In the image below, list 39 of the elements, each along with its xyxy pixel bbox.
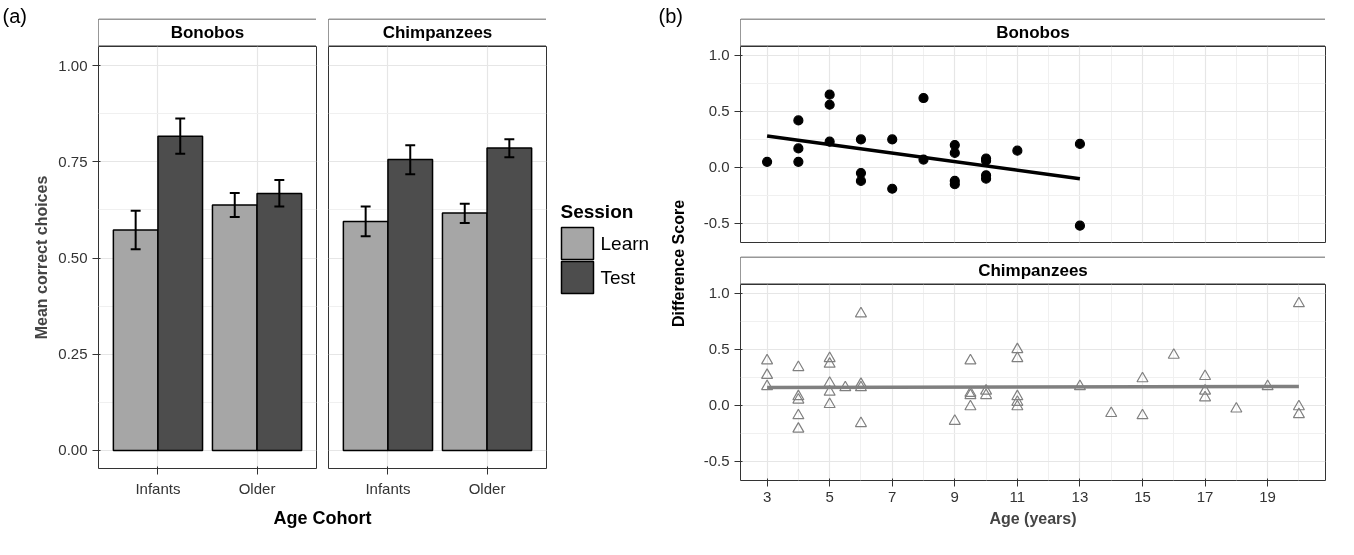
x-tick-label: 7 xyxy=(888,487,897,505)
x-tick-label: 13 xyxy=(1071,487,1089,505)
x-tick-label: 19 xyxy=(1259,487,1276,505)
legend-title: Session xyxy=(560,201,634,222)
chart-title: Chimpanzees xyxy=(382,23,493,42)
text: (b) xyxy=(658,4,683,27)
y-tick-label: 0.5 xyxy=(708,340,730,358)
y-axis-title: Difference Score xyxy=(670,199,687,328)
chart-title: Bonobos xyxy=(170,23,245,42)
x-tick-label: Older xyxy=(468,479,506,497)
x-tick-label: 17 xyxy=(1196,487,1214,505)
y-tick-label: 0.25 xyxy=(58,345,88,363)
y-tick-label: 1.0 xyxy=(708,284,730,302)
y-tick-label: 0.0 xyxy=(708,396,730,414)
y-tick-label: 0.00 xyxy=(58,441,88,459)
x-tick-label: 15 xyxy=(1134,487,1151,505)
x-tick-label: 11 xyxy=(1009,487,1026,505)
chart-title: Bonobos xyxy=(996,23,1070,42)
y-tick-label: -0.5 xyxy=(703,214,730,232)
x-tick-label: 3 xyxy=(762,487,772,505)
y-tick-label: 0.5 xyxy=(708,102,730,120)
x-tick-label: 5 xyxy=(825,487,834,505)
y-axis-title: Mean correct choices xyxy=(33,175,51,340)
y-tick-label: 0.0 xyxy=(708,158,730,176)
y-tick-label: 0.75 xyxy=(58,152,88,170)
chart-title: Chimpanzees xyxy=(978,261,1088,280)
x-tick-label: Infants xyxy=(365,479,411,497)
y-tick-label: 1.0 xyxy=(708,46,730,64)
legend-label: Test xyxy=(600,267,637,288)
y-tick-label: 1.00 xyxy=(58,56,88,74)
x-axis-title: Age (years) xyxy=(989,509,1077,527)
text: (a) xyxy=(2,4,27,27)
x-tick-label: 9 xyxy=(950,487,959,505)
x-axis-title: Age Cohort xyxy=(273,507,372,528)
x-tick-label: Infants xyxy=(135,479,181,497)
legend-label: Learn xyxy=(600,233,650,254)
y-tick-label: -0.5 xyxy=(703,452,730,470)
x-tick-label: Older xyxy=(238,479,276,497)
y-tick-label: 0.50 xyxy=(58,249,88,267)
